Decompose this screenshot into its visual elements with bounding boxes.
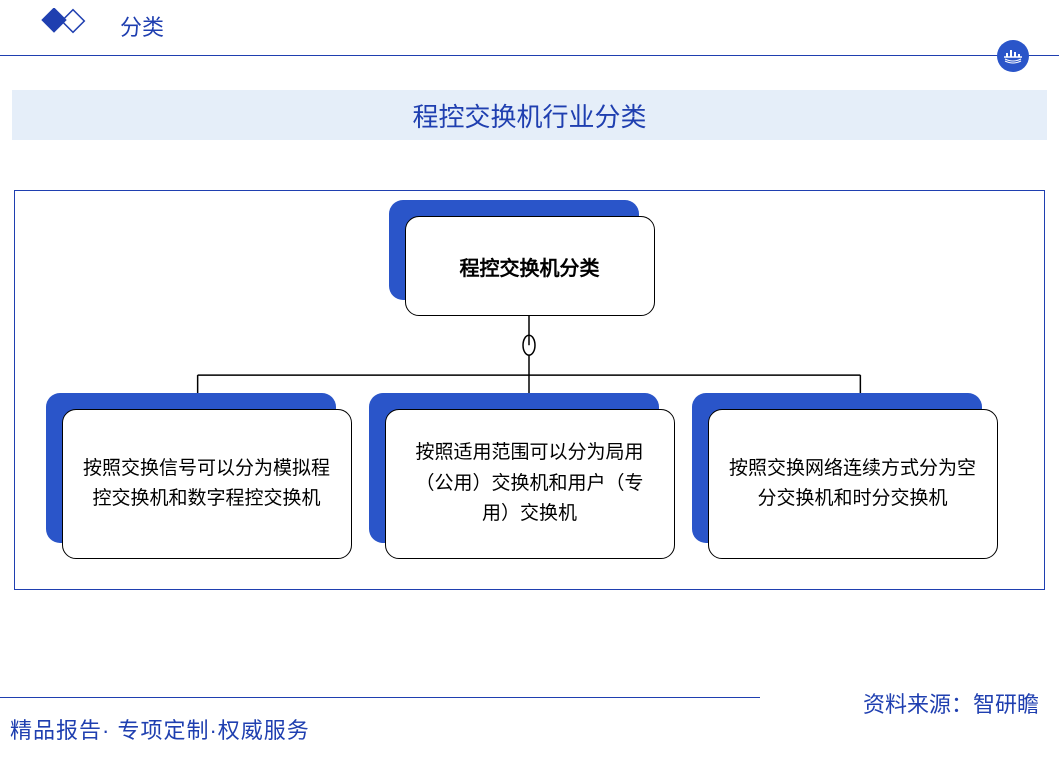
- header-divider: [0, 55, 1059, 56]
- logo-badge-icon: [997, 40, 1029, 72]
- root-box: 程控交换机分类: [405, 216, 655, 316]
- tree-root: 程控交换机分类: [405, 216, 655, 316]
- tree-child: 按照适用范围可以分为局用（公用）交换机和用户（专用）交换机: [385, 409, 675, 559]
- footer-left-text: 精品报告· 专项定制·权威服务: [10, 713, 310, 745]
- tree-child: 按照交换信号可以分为模拟程控交换机和数字程控交换机: [62, 409, 352, 559]
- diagram-frame: 程控交换机分类 按照交换信号可以分为模拟程控交换机和数字程控交换机 按照适用范围…: [14, 190, 1045, 590]
- header-title: 分类: [120, 10, 164, 42]
- child-box: 按照适用范围可以分为局用（公用）交换机和用户（专用）交换机: [385, 409, 675, 559]
- header: 分类: [0, 0, 1059, 60]
- diamond-icon: [35, 8, 95, 43]
- child-box: 按照交换信号可以分为模拟程控交换机和数字程控交换机: [62, 409, 352, 559]
- tree-children-row: 按照交换信号可以分为模拟程控交换机和数字程控交换机 按照适用范围可以分为局用（公…: [15, 409, 1044, 559]
- footer-right-text: 资料来源：智研瞻: [863, 687, 1039, 719]
- tree-child: 按照交换网络连续方式分为空分交换机和时分交换机: [708, 409, 998, 559]
- banner-title: 程控交换机行业分类: [12, 90, 1047, 140]
- child-box: 按照交换网络连续方式分为空分交换机和时分交换机: [708, 409, 998, 559]
- footer-divider: [0, 697, 760, 698]
- footer: 精品报告· 专项定制·权威服务 资料来源：智研瞻: [0, 687, 1059, 757]
